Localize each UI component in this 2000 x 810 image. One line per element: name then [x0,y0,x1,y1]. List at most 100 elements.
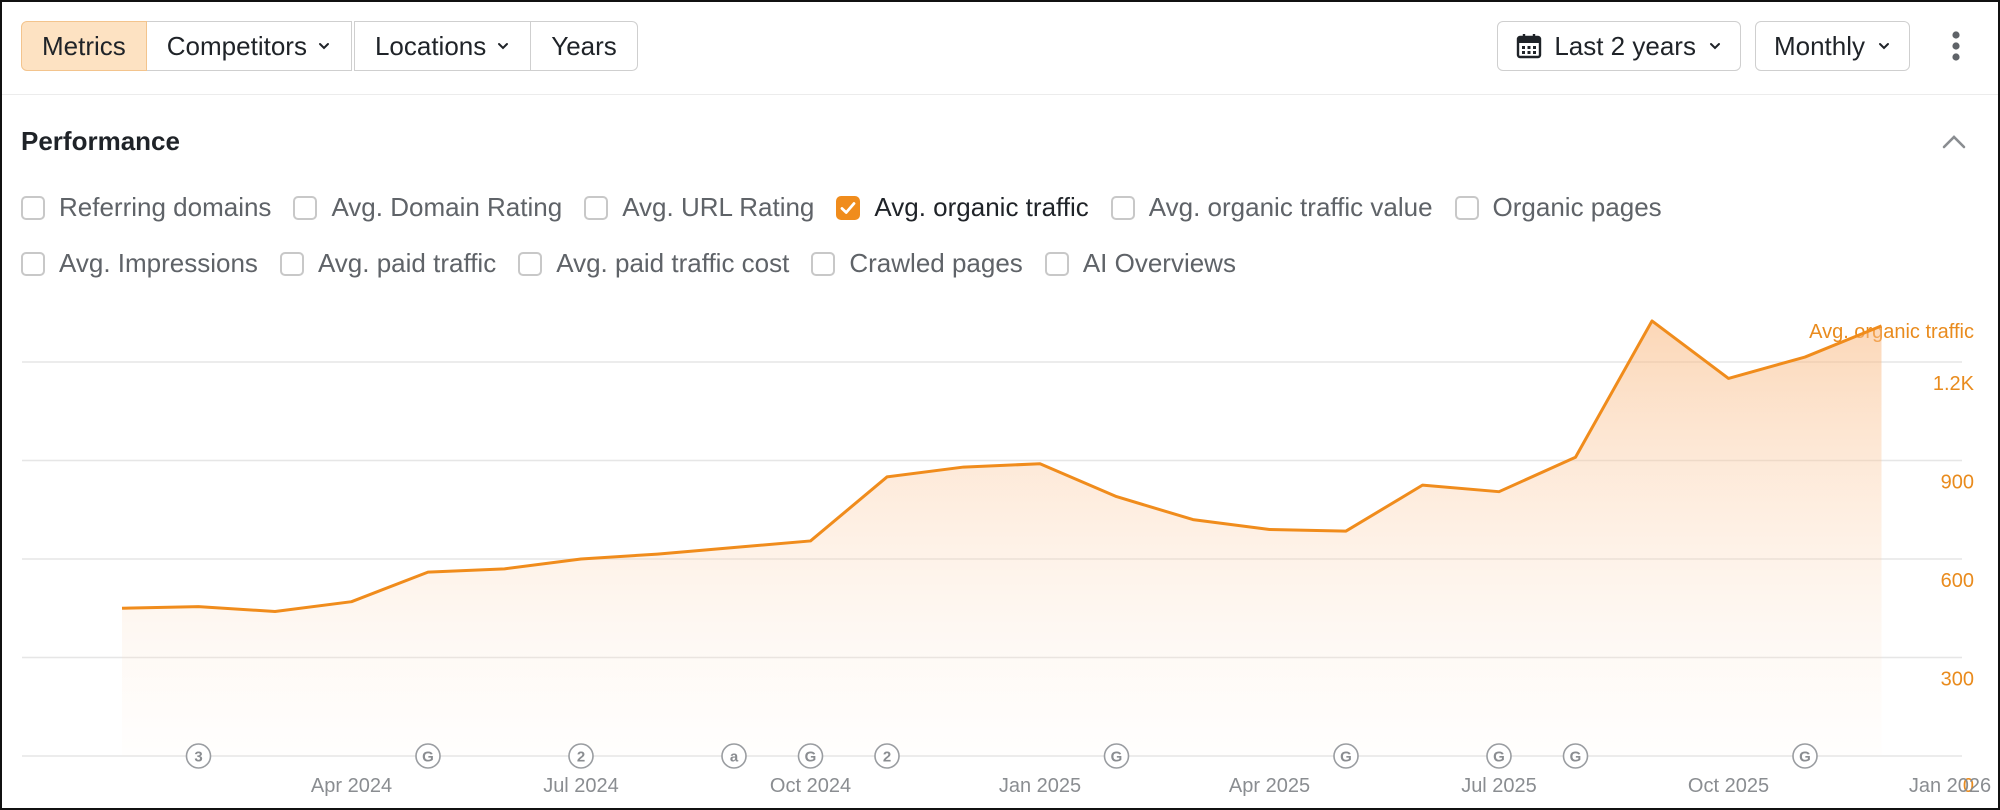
data-point-14[interactable] [1187,514,1199,526]
annotation-marker-label: G [1111,749,1123,766]
chevron-down-icon [1879,43,1889,50]
metric-avg-domain-rating[interactable]: Avg. Domain Rating [293,192,562,223]
data-point-23[interactable] [1876,320,1888,332]
metric-avg-impressions[interactable]: Avg. Impressions [21,248,258,279]
metric-referring-domains[interactable]: Referring domains [21,192,271,223]
chevron-down-icon [498,43,509,50]
segment-competitors[interactable]: Competitors [146,21,352,71]
checkbox[interactable] [1454,195,1479,220]
metric-label: Avg. URL Rating [622,192,815,222]
kebab-menu-icon [1952,31,1960,61]
checkbox[interactable] [279,251,304,276]
checkbox[interactable] [21,195,45,220]
annotation-marker-label: G [422,749,434,766]
data-point-2[interactable] [269,606,281,618]
x-tick-label: Apr 2025 [1229,775,1310,797]
data-point-3[interactable] [346,596,358,608]
series-area-fill [122,320,1882,756]
metric-label: Avg. paid traffic [317,248,497,278]
more-options-button[interactable] [1938,22,1974,70]
data-point-21[interactable] [1723,372,1735,384]
data-point-20[interactable] [1646,315,1658,327]
metric-checkbox-row-2: Avg. Impressions Avg. paid traffic Avg. … [21,248,1236,279]
metric-label: Avg. paid traffic cost [556,248,790,278]
data-point-0[interactable] [116,602,128,614]
annotation-marker-10[interactable]: G [1792,743,1818,769]
metric-avg-paid-traffic[interactable]: Avg. paid traffic [279,248,497,279]
data-point-10[interactable] [881,471,893,483]
metric-label: Avg. Domain Rating [331,192,563,222]
section-title: Performance [21,126,180,156]
metric-avg-paid-traffic-cost[interactable]: Avg. paid traffic cost [518,248,789,279]
toolbar: Metrics Competitors Locations Years [2,2,1998,95]
x-tick-label: Jul 2024 [543,775,619,797]
metric-avg-organic-traffic-value[interactable]: Avg. organic traffic value [1110,192,1433,223]
segment-metrics[interactable]: Metrics [21,21,147,71]
segment-years[interactable]: Years [531,21,638,71]
y-axis-title: Avg. organic traffic [1809,321,1974,343]
data-point-17[interactable] [1417,479,1429,491]
data-point-16[interactable] [1340,525,1352,537]
data-point-19[interactable] [1570,451,1582,463]
metric-label: AI Overviews [1082,248,1236,278]
checkbox[interactable] [518,251,543,276]
data-point-4[interactable] [422,566,434,578]
segment-locations[interactable]: Locations [353,21,532,71]
data-point-1[interactable] [193,601,205,613]
annotation-marker-0[interactable]: 3 [185,743,212,769]
checkbox[interactable] [811,251,836,276]
annotation-marker-label: a [730,749,739,766]
checkbox[interactable] [584,195,609,220]
data-point-18[interactable] [1493,486,1505,498]
checkbox[interactable] [1044,251,1069,276]
data-point-6[interactable] [575,553,587,565]
data-point-7[interactable] [652,548,664,560]
checkbox[interactable] [293,195,318,220]
metric-avg-organic-traffic[interactable]: Avg. organic traffic [836,192,1089,223]
granularity-dropdown[interactable]: Monthly [1754,21,1910,71]
metric-ai-overviews[interactable]: AI Overviews [1044,248,1236,279]
annotation-marker-label: G [1493,749,1505,766]
granularity-label: Monthly [1773,30,1865,61]
metric-label: Avg. organic traffic [874,192,1089,222]
x-tick-label: Oct 2025 [1688,775,1769,797]
checkbox[interactable] [1110,195,1135,220]
annotation-marker-4[interactable]: G [797,743,824,769]
data-point-12[interactable] [1034,458,1046,470]
metric-crawled-pages[interactable]: Crawled pages [811,248,1023,279]
segment-competitors-label: Competitors [166,30,307,61]
annotation-marker-7[interactable]: G [1333,743,1359,769]
annotation-marker-label: 3 [194,749,202,766]
metric-avg-url-rating[interactable]: Avg. URL Rating [584,192,814,223]
annotation-marker-2[interactable]: 2 [568,743,594,769]
annotation-marker-3[interactable]: a [721,743,747,769]
data-point-8[interactable] [728,542,740,554]
data-point-11[interactable] [958,461,970,473]
date-range-dropdown[interactable]: Last 2 years [1497,21,1741,71]
checkbox-checked[interactable] [836,195,861,220]
annotation-marker-5[interactable]: 2 [874,743,900,769]
date-range-label: Last 2 years [1554,30,1696,61]
data-point-22[interactable] [1799,351,1811,363]
organic-traffic-chart: Avg. organic traffic 3 G 2 a G 2 G G G G G 0 300 600… [22,315,1991,797]
annotation-marker-6[interactable]: G [1103,743,1130,769]
series-line-avg-organic-traffic[interactable] [121,319,1883,614]
annotation-marker-8[interactable]: G [1486,743,1512,769]
data-point-5[interactable] [499,563,511,575]
checkbox[interactable] [21,251,45,276]
y-axis-ticks: 0 300 600 900 1.2K [1933,373,1975,797]
data-point-9[interactable] [805,535,817,547]
metric-organic-pages[interactable]: Organic pages [1454,192,1662,223]
metric-label: Crawled pages [849,248,1023,278]
x-tick-label: Jan 2025 [999,775,1081,797]
chevron-up-icon[interactable] [1938,126,1970,158]
x-tick-label: Jan 2026 [1909,775,1991,797]
calendar-icon [1517,34,1542,59]
data-point-15[interactable] [1264,523,1276,535]
segment-years-label: Years [551,30,617,61]
annotation-marker-9[interactable]: G [1562,743,1589,769]
annotation-marker-1[interactable]: G [415,743,441,769]
metric-label: Avg. Impressions [59,248,258,278]
data-point-13[interactable] [1111,491,1123,503]
x-tick-label: Oct 2024 [770,775,851,797]
